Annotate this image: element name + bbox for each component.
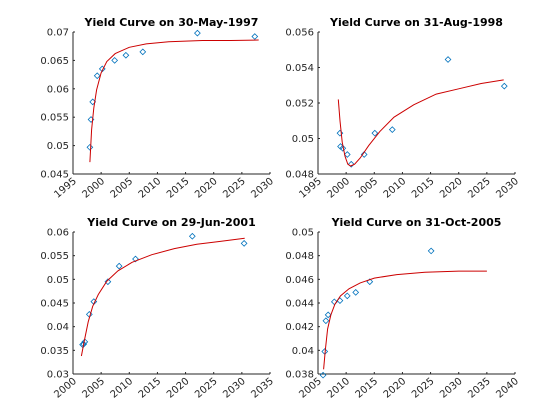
x-tick-label: 2025: [410, 376, 437, 401]
x-tick-label: 2020: [193, 176, 220, 201]
subplot-4: Yield Curve on 31-Oct-2005 0.038 0.04 0.042…: [285, 216, 521, 401]
data-point-diamond: [319, 371, 327, 379]
data-point-diamond: [427, 247, 435, 255]
data-point-diamond: [343, 151, 351, 158]
data-point-diamond: [194, 29, 201, 37]
x-tick-label: 2035: [466, 376, 493, 401]
data-point-diamond: [339, 144, 347, 152]
y-tick-label: 0.038: [285, 370, 314, 381]
y-tick-label: 0.054: [285, 63, 314, 74]
x-tick-label: 2035: [249, 376, 276, 401]
y-tick-label: 0.04: [47, 322, 69, 333]
x-tick-label: 2020: [382, 376, 409, 401]
x-tick-label: 2015: [410, 176, 437, 201]
data-point-diamond: [240, 239, 248, 247]
x-tick-label: 2015: [354, 376, 381, 401]
y-tick-label: 0.045: [40, 170, 69, 181]
x-tick-label: 2010: [326, 376, 353, 401]
data-point-diamond: [352, 288, 360, 296]
data-point-diamond: [122, 51, 130, 59]
data-point-diamond: [98, 65, 106, 73]
chart-title: Yield Curve on 31-Aug-1998: [329, 16, 503, 29]
data-point-diamond: [115, 262, 123, 270]
x-tick-label: 2025: [193, 376, 220, 401]
chart-title: Yield Curve on 30-May-1997: [84, 16, 259, 29]
y-tick-label: 0.07: [47, 28, 69, 39]
y-tick-label: 0.045: [40, 299, 69, 310]
x-tick-label: 2020: [165, 376, 192, 401]
y-tick-label: 0.048: [285, 170, 314, 181]
fitted-curve: [337, 79, 504, 167]
fitted-curve: [89, 39, 259, 163]
data-point-diamond: [444, 56, 452, 63]
y-tick-label: 0.05: [292, 228, 314, 239]
data-point-diamond: [388, 126, 396, 133]
data-point-diamond: [188, 232, 196, 240]
y-tick-label: 0.03: [47, 370, 69, 381]
x-tick-label: 2000: [81, 176, 108, 201]
x-tick-label: 2015: [137, 376, 164, 401]
x-tick-label: 2005: [109, 176, 136, 201]
y-tick-label: 0.035: [40, 346, 69, 357]
x-tick-label: 2005: [354, 176, 381, 201]
x-tick-label: 2010: [109, 376, 136, 401]
data-point-diamond: [500, 82, 508, 90]
y-tick-label: 0.052: [285, 99, 314, 110]
fitted-curve: [323, 270, 487, 370]
data-point-diamond: [86, 143, 94, 151]
x-tick-label: 2010: [137, 176, 164, 201]
data-point-diamond: [371, 129, 379, 137]
data-point-diamond: [139, 48, 147, 56]
data-point-diamond: [336, 129, 344, 137]
x-tick-label: 2040: [494, 376, 521, 401]
x-tick-label: 2030: [438, 376, 465, 401]
data-point-diamond: [324, 311, 332, 319]
data-point-diamond: [336, 297, 344, 304]
chart-title: Yield Curve on 31-Oct-2005: [331, 216, 502, 229]
data-point-diamond: [360, 151, 368, 158]
x-tick-label: 2030: [494, 176, 521, 201]
data-point-diamond: [81, 338, 89, 346]
y-tick-label: 0.055: [40, 113, 69, 124]
chart-title: Yield Curve on 29-Jun-2001: [86, 216, 256, 229]
subplot-2: Yield Curve on 31-Aug-1998 0.048 0.05 0.052…: [285, 16, 521, 201]
y-tick-label: 0.048: [285, 251, 314, 262]
y-tick-label: 0.04: [292, 346, 314, 357]
x-tick-label: 2015: [165, 176, 192, 201]
subplot-3: Yield Curve on 29-Jun-2001 0.03 0.035 0.04 0…: [40, 216, 276, 401]
x-tick-label: 2020: [438, 176, 465, 201]
x-tick-label: 2030: [249, 176, 276, 201]
x-tick-label: 2025: [466, 176, 493, 201]
data-point-diamond: [322, 317, 330, 325]
data-point-diamond: [347, 160, 355, 168]
data-point-diamond: [93, 72, 101, 80]
data-point-diamond: [251, 33, 259, 40]
x-tick-label: 2030: [221, 376, 248, 401]
data-point-diamond: [80, 340, 88, 348]
subplot-1: Yield Curve on 30-May-1997 0.045 0.05 0.055…: [40, 16, 276, 201]
y-tick-label: 0.065: [40, 56, 69, 67]
data-point-diamond: [111, 57, 119, 64]
y-tick-label: 0.05: [292, 134, 314, 145]
y-tick-label: 0.06: [47, 228, 69, 239]
y-tick-label: 0.042: [285, 322, 314, 333]
y-tick-label: 0.05: [47, 141, 69, 152]
data-point-diamond: [132, 255, 139, 263]
x-tick-label: 2025: [221, 176, 248, 201]
y-tick-label: 0.05: [47, 275, 69, 286]
x-tick-label: 2000: [326, 176, 353, 201]
data-point-diamond: [104, 278, 112, 286]
data-point-diamond: [343, 292, 351, 300]
x-tick-label: 2010: [382, 176, 409, 201]
x-tick-label: 2005: [81, 376, 108, 401]
y-tick-label: 0.055: [40, 251, 69, 262]
y-tick-label: 0.046: [285, 275, 314, 286]
fitted-curve: [80, 237, 245, 357]
y-tick-label: 0.056: [285, 28, 314, 39]
y-tick-label: 0.06: [47, 84, 69, 95]
y-tick-label: 0.044: [285, 299, 314, 310]
